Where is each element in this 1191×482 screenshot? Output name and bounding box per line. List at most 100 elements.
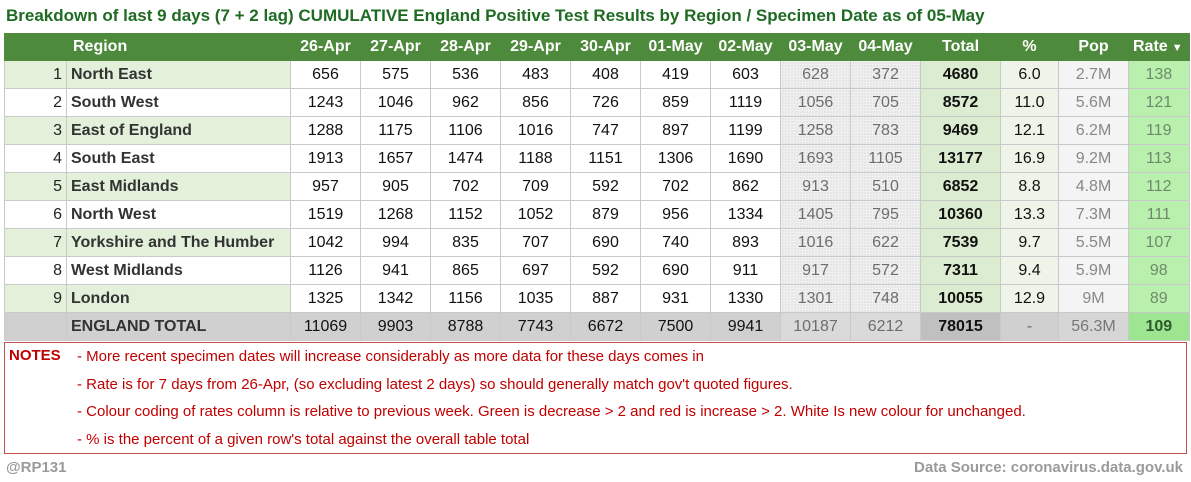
header-date: 30-Apr (570, 33, 641, 61)
row-pct: - (1000, 312, 1059, 341)
row-rate: 138 (1128, 60, 1190, 89)
row-region: West Midlands (66, 256, 291, 285)
lag-day-value: 572 (850, 256, 921, 285)
header-date: 04-May (850, 33, 921, 61)
row-pop: 6.2M (1058, 116, 1129, 145)
day-value: 879 (570, 200, 641, 229)
author-handle: @RP131 (6, 459, 67, 476)
row-rank: 4 (4, 144, 67, 173)
lag-day-value: 622 (850, 228, 921, 257)
day-value: 1913 (290, 144, 361, 173)
lag-day-value: 783 (850, 116, 921, 145)
day-value: 1106 (430, 116, 501, 145)
row-region: South East (66, 144, 291, 173)
day-value: 911 (710, 256, 781, 285)
day-value: 859 (640, 88, 711, 117)
day-value: 931 (640, 284, 711, 313)
row-rate: 107 (1128, 228, 1190, 257)
day-value: 1188 (500, 144, 571, 173)
day-value: 536 (430, 60, 501, 89)
day-value: 726 (570, 88, 641, 117)
header-rate[interactable]: Rate ▼ (1128, 33, 1190, 61)
lag-day-value: 372 (850, 60, 921, 89)
day-value: 1042 (290, 228, 361, 257)
table-row: 8 West Midlands 1126 941 865 697 592 690 911 917 5… (4, 256, 1190, 285)
row-rate: 121 (1128, 88, 1190, 117)
row-total: 10055 (920, 284, 1001, 313)
header-total: Total (920, 33, 1001, 61)
table-row: 3 East of England 1288 1175 1106 1016 747 897 11… (4, 116, 1190, 145)
day-value: 1243 (290, 88, 361, 117)
lag-day-value: 10187 (780, 312, 851, 341)
day-value: 1126 (290, 256, 361, 285)
lag-day-value: 917 (780, 256, 851, 285)
day-value: 1474 (430, 144, 501, 173)
lag-day-value: 1301 (780, 284, 851, 313)
day-value: 690 (570, 228, 641, 257)
day-value: 603 (710, 60, 781, 89)
day-value: 1325 (290, 284, 361, 313)
row-pop: 56.3M (1058, 312, 1129, 341)
header-date: 03-May (780, 33, 851, 61)
lag-day-value: 628 (780, 60, 851, 89)
day-value: 1306 (640, 144, 711, 173)
row-rank (4, 312, 67, 341)
notes-label: NOTES (9, 347, 61, 364)
header-date: 28-Apr (430, 33, 501, 61)
row-region: East Midlands (66, 172, 291, 201)
row-pop: 5.9M (1058, 256, 1129, 285)
row-region: ENGLAND TOTAL (66, 312, 291, 341)
day-value: 592 (570, 172, 641, 201)
day-value: 1046 (360, 88, 431, 117)
note-line: - Rate is for 7 days from 26-Apr, (so ex… (77, 376, 793, 393)
lag-day-value: 1693 (780, 144, 851, 173)
day-value: 1199 (710, 116, 781, 145)
day-value: 656 (290, 60, 361, 89)
row-pct: 11.0 (1000, 88, 1059, 117)
row-pop: 7.3M (1058, 200, 1129, 229)
data-source: Data Source: coronavirus.data.gov.uk (914, 459, 1183, 476)
row-total: 7311 (920, 256, 1001, 285)
row-rate: 119 (1128, 116, 1190, 145)
row-rank: 6 (4, 200, 67, 229)
day-value: 1334 (710, 200, 781, 229)
row-region: London (66, 284, 291, 313)
row-rank: 8 (4, 256, 67, 285)
day-value: 408 (570, 60, 641, 89)
note-line: - More recent specimen dates will increa… (77, 348, 704, 365)
header-rate-label: Rate (1133, 38, 1168, 55)
table-row: 1 North East 656 575 536 483 408 419 603 628 372 46… (4, 60, 1190, 89)
day-value: 1288 (290, 116, 361, 145)
lag-day-value: 6212 (850, 312, 921, 341)
regional-results-table: Region 26-Apr 27-Apr 28-Apr 29-Apr 30-Ap… (4, 33, 1190, 341)
day-value: 1268 (360, 200, 431, 229)
day-value: 897 (640, 116, 711, 145)
day-value: 9903 (360, 312, 431, 341)
header-date: 01-May (640, 33, 711, 61)
row-rate: 98 (1128, 256, 1190, 285)
day-value: 865 (430, 256, 501, 285)
row-region: East of England (66, 116, 291, 145)
lag-day-value: 1258 (780, 116, 851, 145)
day-value: 575 (360, 60, 431, 89)
row-pct: 12.9 (1000, 284, 1059, 313)
row-pop: 9.2M (1058, 144, 1129, 173)
day-value: 941 (360, 256, 431, 285)
filter-dropdown-icon[interactable]: ▼ (1171, 42, 1183, 54)
lag-day-value: 1105 (850, 144, 921, 173)
row-pop: 2.7M (1058, 60, 1129, 89)
day-value: 1342 (360, 284, 431, 313)
day-value: 11069 (290, 312, 361, 341)
day-value: 1690 (710, 144, 781, 173)
row-rank: 9 (4, 284, 67, 313)
lag-day-value: 705 (850, 88, 921, 117)
day-value: 994 (360, 228, 431, 257)
note-line: - % is the percent of a given row's tota… (77, 431, 530, 448)
day-value: 707 (500, 228, 571, 257)
england-total-row: ENGLAND TOTAL 11069 9903 8788 7743 6672 7500 99… (4, 312, 1190, 341)
row-region: South West (66, 88, 291, 117)
day-value: 962 (430, 88, 501, 117)
lag-day-value: 913 (780, 172, 851, 201)
day-value: 1016 (500, 116, 571, 145)
row-total: 7539 (920, 228, 1001, 257)
